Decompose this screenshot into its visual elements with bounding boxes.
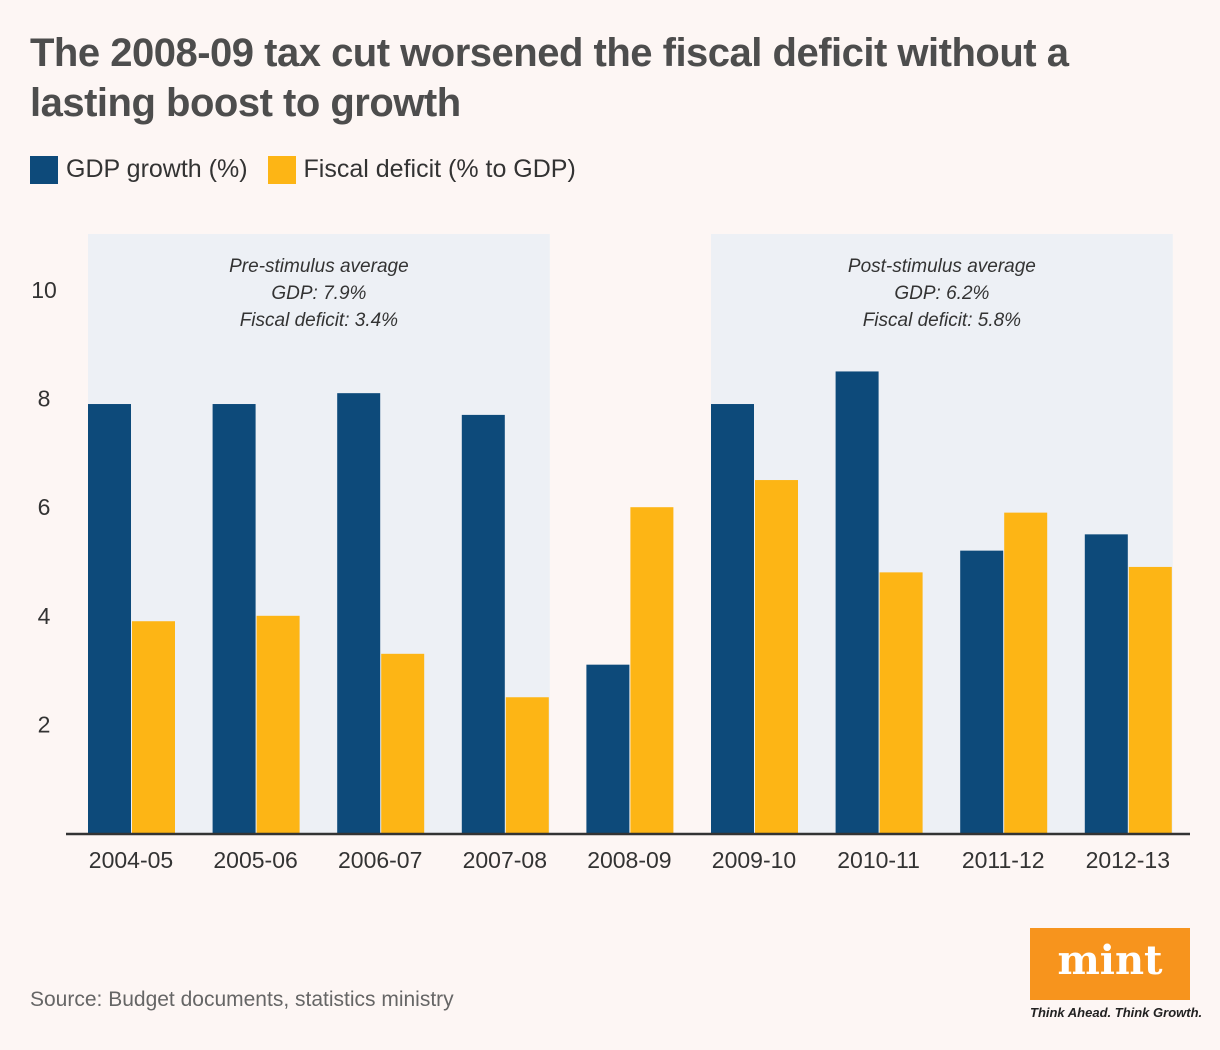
bar-fiscal-deficit bbox=[879, 572, 923, 833]
annotation-line: GDP: 6.2% bbox=[894, 283, 989, 304]
annotation-line: Fiscal deficit: 3.4% bbox=[240, 310, 398, 331]
bar-fiscal-deficit bbox=[1004, 512, 1048, 833]
bar-gdp-growth bbox=[586, 664, 630, 833]
bar-fiscal-deficit bbox=[381, 653, 425, 833]
x-tick-label: 2007-08 bbox=[463, 847, 547, 873]
bar-gdp-growth bbox=[337, 393, 381, 833]
legend-item-deficit: Fiscal deficit (% to GDP) bbox=[267, 155, 576, 184]
y-tick-label: 8 bbox=[38, 386, 51, 412]
legend-label-deficit: Fiscal deficit (% to GDP) bbox=[303, 155, 576, 183]
x-tick-label: 2011-12 bbox=[962, 847, 1045, 873]
source-note: Source: Budget documents, statistics min… bbox=[30, 988, 454, 1011]
bar-fiscal-deficit bbox=[630, 507, 674, 833]
logo-tagline: Think Ahead. Think Growth. bbox=[1030, 1005, 1203, 1020]
annotation-line: Fiscal deficit: 5.8% bbox=[863, 310, 1021, 331]
legend: GDP growth (%) Fiscal deficit (% to GDP) bbox=[30, 155, 596, 184]
x-tick-label: 2004-05 bbox=[89, 847, 173, 873]
bar-fiscal-deficit bbox=[256, 615, 300, 833]
annotation-line: Pre-stimulus average bbox=[229, 256, 409, 277]
y-tick-label: 4 bbox=[38, 603, 51, 629]
x-tick-label: 2012-13 bbox=[1086, 847, 1170, 873]
bar-fiscal-deficit bbox=[755, 480, 798, 833]
mint-logo: mint bbox=[1030, 928, 1190, 1000]
bar-gdp-growth bbox=[711, 404, 754, 833]
x-tick-label: 2006-07 bbox=[338, 847, 422, 873]
annotation-line: Post-stimulus average bbox=[848, 256, 1036, 277]
x-tick-label: 2010-11 bbox=[837, 847, 920, 873]
bar-gdp-growth bbox=[1084, 534, 1128, 833]
y-tick-label: 10 bbox=[31, 277, 57, 303]
y-tick-label: 2 bbox=[38, 711, 51, 737]
chart-title: The 2008-09 tax cut worsened the fiscal … bbox=[30, 31, 1069, 125]
legend-swatch-deficit bbox=[267, 155, 296, 184]
bar-gdp-growth bbox=[461, 414, 505, 833]
bar-gdp-growth bbox=[88, 404, 131, 833]
annotation-line: GDP: 7.9% bbox=[271, 283, 366, 304]
bar-fiscal-deficit bbox=[132, 621, 175, 833]
legend-label-gdp: GDP growth (%) bbox=[66, 155, 248, 183]
x-tick-label: 2005-06 bbox=[213, 847, 297, 873]
legend-swatch-gdp bbox=[30, 155, 58, 184]
x-tick-label: 2009-10 bbox=[712, 847, 796, 873]
legend-item-gdp: GDP growth (%) bbox=[30, 155, 248, 184]
bar-fiscal-deficit bbox=[1128, 566, 1172, 833]
bar-gdp-growth bbox=[960, 550, 1004, 833]
y-tick-label: 6 bbox=[38, 494, 51, 520]
bar-fiscal-deficit bbox=[505, 697, 549, 833]
x-tick-label: 2008-09 bbox=[587, 847, 671, 873]
bar-gdp-growth bbox=[212, 404, 256, 833]
bar-gdp-growth bbox=[835, 371, 879, 833]
